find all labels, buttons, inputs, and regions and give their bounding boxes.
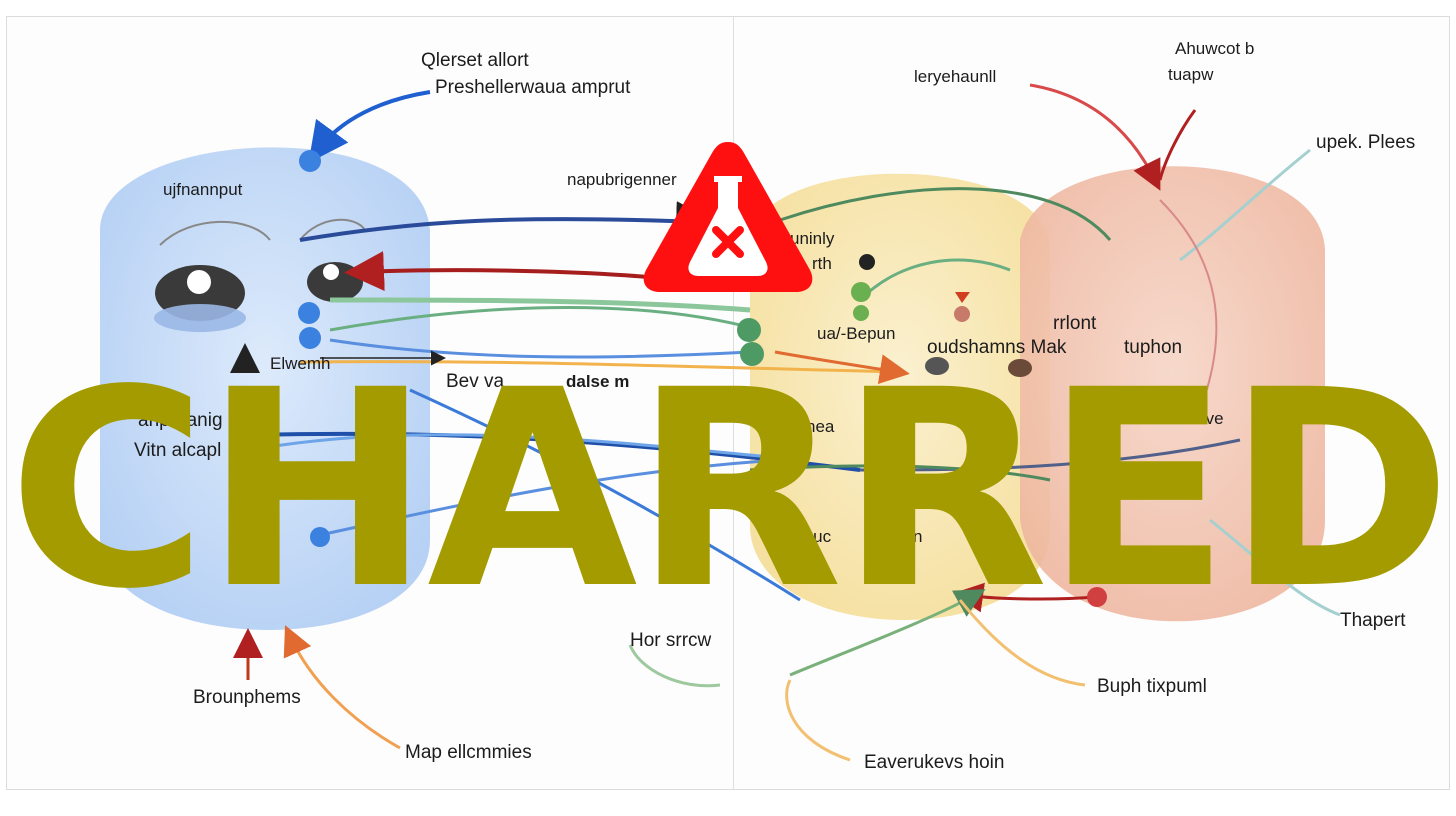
red-region <box>1020 166 1325 622</box>
node <box>299 327 321 349</box>
label: oudshamns Mak <box>927 337 1067 358</box>
yellow-region <box>750 173 1050 620</box>
label: Thapert <box>1340 610 1406 631</box>
label: tuapw <box>1168 65 1214 84</box>
node <box>299 150 321 172</box>
label: Brounphems <box>193 687 301 708</box>
label: con <box>895 527 923 546</box>
node <box>954 306 970 322</box>
label: Bev va <box>446 371 505 392</box>
node <box>859 254 875 270</box>
node <box>851 282 871 302</box>
label: upek. Plees <box>1316 132 1416 153</box>
label: anpreanig <box>138 410 223 431</box>
node <box>737 318 761 342</box>
label: leryehaunll <box>914 67 997 86</box>
label: uninly <box>790 229 835 248</box>
label: Buph tixpuml <box>1097 676 1207 697</box>
label: Qlerset allort <box>421 50 529 71</box>
label: Preshellerwaua amprut <box>435 77 631 98</box>
panel-divider <box>733 16 734 790</box>
label: Eaverukevs hoin <box>864 752 1005 773</box>
node <box>240 440 260 460</box>
node <box>853 305 869 321</box>
label: tuphon <box>1124 337 1183 358</box>
label: dalse m <box>566 372 630 391</box>
label: Ahuwcot b <box>1175 39 1255 58</box>
label: rrlont <box>1053 313 1097 334</box>
label: Vitn alcapl <box>134 440 222 461</box>
label: napubrigenner <box>567 170 677 189</box>
label: Hor srrcw <box>630 630 712 651</box>
label: rth <box>812 254 832 273</box>
flask-warning-icon <box>643 142 813 292</box>
label: nea <box>806 417 835 436</box>
label: Elwemh <box>270 354 331 373</box>
node <box>298 302 320 324</box>
label: tuuc <box>799 527 832 546</box>
label: Map ellcmmies <box>405 742 532 763</box>
label: Salve <box>1181 409 1224 428</box>
node <box>740 342 764 366</box>
node <box>1087 587 1107 607</box>
label: ujfnannput <box>163 180 243 199</box>
watermark-text: CHARRED <box>7 333 1452 649</box>
node <box>310 527 330 547</box>
label: ua/-Bepun <box>817 324 896 343</box>
